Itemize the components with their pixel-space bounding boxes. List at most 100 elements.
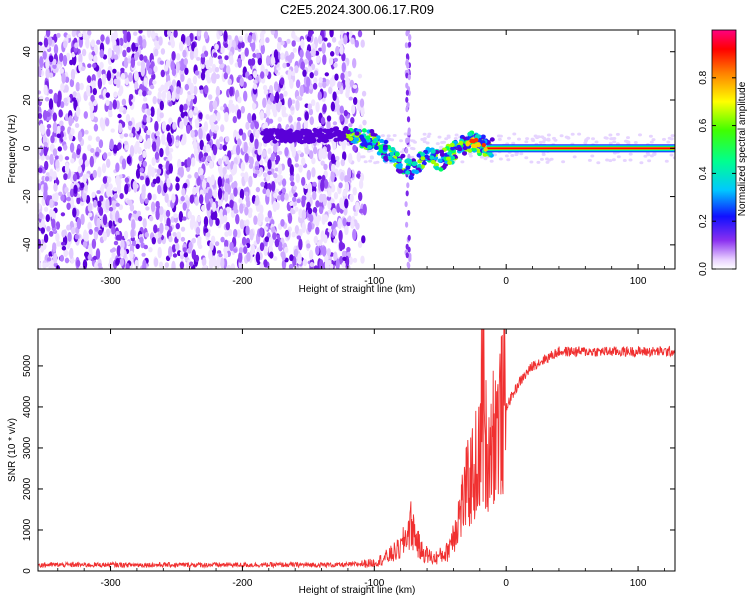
heatmap-cell	[622, 159, 627, 162]
heatmap-cell	[159, 100, 164, 111]
heatmap-cell	[167, 80, 172, 87]
colorbar-tick-label: 0.2	[698, 214, 709, 228]
heatmap-cell	[43, 233, 49, 243]
heatmap-cell	[318, 239, 323, 246]
heatmap-cell	[335, 45, 340, 56]
heatmap-cell	[323, 234, 328, 244]
heatmap-cell	[292, 196, 297, 202]
heatmap-cell	[91, 74, 96, 83]
heatmap-cell	[115, 258, 120, 266]
heatmap-cell	[280, 52, 285, 61]
heatmap-cell	[284, 246, 289, 254]
heatmap-cell	[89, 103, 95, 113]
heatmap-cell	[281, 251, 286, 261]
heatmap-cell	[279, 93, 284, 100]
heatmap-cell	[70, 158, 75, 164]
heatmap-cell	[218, 58, 223, 65]
heatmap-cell	[92, 199, 98, 208]
heatmap-cell	[138, 30, 143, 34]
heatmap-cell	[308, 108, 314, 116]
heatmap-cell	[49, 230, 54, 237]
heatmap-cell	[245, 195, 250, 203]
heatmap-cell	[200, 71, 206, 81]
heatmap-ridge-cell	[322, 138, 328, 144]
heatmap-cell	[332, 121, 338, 126]
heatmap-cell	[343, 34, 348, 45]
heatmap-cell	[58, 154, 63, 162]
heatmap-cell	[216, 111, 221, 122]
heatmap-cell	[42, 109, 48, 121]
heatmap-cell	[138, 155, 143, 162]
heatmap-cell	[152, 80, 157, 85]
heatmap-cell	[176, 86, 181, 95]
heatmap-cell	[78, 158, 84, 166]
heatmap-cell	[273, 172, 278, 179]
heatmap-cell	[171, 92, 176, 102]
heatmap-cell	[119, 132, 124, 139]
heatmap-cell	[296, 198, 301, 204]
heatmap-cell	[43, 141, 48, 148]
heatmap-cell	[140, 60, 146, 69]
heatmap-cell	[326, 144, 331, 153]
chart-title: C2E5.2024.300.06.17.R09	[280, 2, 434, 17]
heatmap-cell	[153, 257, 159, 267]
heatmap-cell	[189, 82, 195, 95]
heatmap-cell	[92, 88, 98, 96]
heatmap-cell	[272, 232, 277, 240]
heatmap-ridge-cell	[387, 155, 393, 161]
heatmap-cell	[157, 237, 162, 245]
heatmap-cell	[352, 58, 357, 69]
heatmap-cell	[339, 197, 344, 210]
heatmap-cell	[137, 215, 143, 222]
heatmap-cell	[166, 177, 171, 188]
heatmap-cell	[290, 106, 295, 111]
heatmap-cell	[356, 173, 361, 179]
heatmap-cell	[38, 238, 42, 249]
heatmap-cell	[117, 113, 122, 119]
heatmap-cell	[545, 160, 550, 164]
heatmap-cell	[133, 70, 139, 82]
heatmap-cell	[153, 224, 158, 234]
heatmap-cell	[292, 185, 298, 190]
heatmap-cell	[230, 103, 236, 114]
heatmap-cell	[340, 171, 345, 182]
heatmap-cell	[98, 265, 103, 269]
heatmap-cell	[284, 147, 289, 157]
heatmap-cell	[339, 44, 344, 55]
heatmap-tone-band	[486, 147, 675, 149]
heatmap-cell	[263, 89, 269, 95]
heatmap-ridge-cell	[398, 169, 404, 174]
heatmap-cell	[135, 51, 140, 58]
heatmap-cell	[120, 239, 125, 250]
heatmap-cell	[265, 188, 271, 197]
heatmap-cell	[353, 97, 358, 105]
heatmap-cell	[123, 133, 129, 138]
heatmap-cell	[408, 34, 412, 40]
heatmap-cell	[399, 139, 403, 143]
heatmap-cell	[70, 128, 75, 136]
heatmap-cell	[214, 66, 220, 73]
heatmap-cell	[244, 47, 249, 57]
heatmap-cell	[182, 216, 187, 221]
heatmap-ridge-cell	[408, 174, 414, 180]
heatmap-cell	[546, 133, 551, 137]
heatmap-cell	[115, 162, 120, 173]
heatmap-cell	[201, 179, 207, 190]
heatmap-cell	[168, 246, 173, 258]
heatmap-cell	[354, 40, 359, 48]
heatmap-cell	[209, 160, 214, 169]
heatmap-cell	[56, 240, 61, 247]
heatmap-ridge-cell	[373, 138, 379, 143]
heatmap-cell	[348, 153, 353, 164]
heatmap-cell	[331, 163, 336, 174]
heatmap-cell	[479, 155, 484, 159]
heatmap-cell	[301, 209, 307, 221]
heatmap-cell	[273, 81, 279, 92]
heatmap-cell	[664, 159, 669, 163]
heatmap-cell	[546, 138, 551, 142]
heatmap-cell	[253, 215, 258, 225]
heatmap-cell	[92, 255, 98, 261]
heatmap-cell	[308, 249, 314, 260]
heatmap-cell	[259, 204, 264, 215]
heatmap-cell	[337, 217, 342, 230]
